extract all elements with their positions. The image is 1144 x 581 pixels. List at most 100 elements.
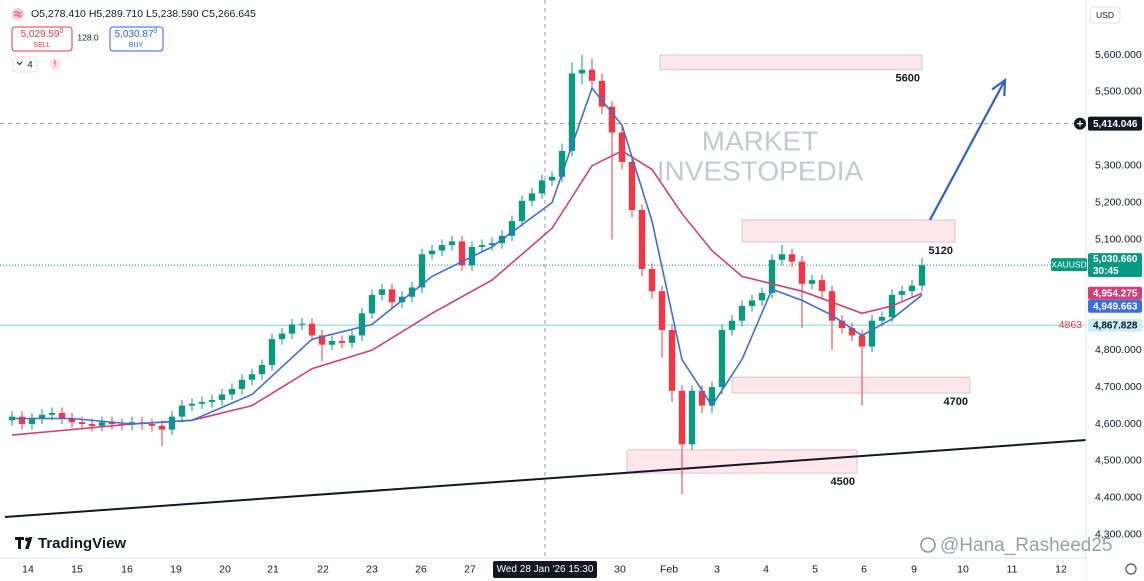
candle-body <box>88 424 96 426</box>
candle-body <box>838 320 846 329</box>
y-tick-label: 4,400.000 <box>1095 492 1142 504</box>
candle-body <box>358 313 366 336</box>
candle-body <box>258 364 266 375</box>
sell-price: 5,029.590 <box>21 28 64 40</box>
candle-body <box>608 106 616 133</box>
indicators-toggle[interactable] <box>12 56 38 73</box>
sell-button[interactable] <box>11 26 73 52</box>
candle-body <box>848 328 856 336</box>
price-tag <box>1088 116 1142 131</box>
x-tick-label: 5 <box>812 563 818 575</box>
buy-price: 5,030.870 <box>115 28 158 40</box>
watermark: INVESTOPEDIA <box>657 155 864 186</box>
candle-body <box>368 294 376 314</box>
x-tick-label: 12 <box>1055 563 1067 575</box>
zone <box>731 376 971 394</box>
alert-icon[interactable] <box>49 58 61 70</box>
y-tick-label: 5,500.000 <box>1095 86 1142 98</box>
brand-name: TradingView <box>38 535 126 552</box>
candle-body <box>228 388 236 395</box>
candle-body <box>588 69 596 81</box>
candle-body <box>18 416 26 425</box>
candle-body <box>738 305 746 321</box>
x-tick-label: 4 <box>763 563 769 575</box>
candle-body <box>28 418 36 425</box>
x-tick-label: 14 <box>22 563 34 575</box>
candle-body <box>298 323 306 325</box>
candle-body <box>318 335 326 345</box>
candle-body <box>568 73 576 151</box>
x-tick-label: 30 <box>614 563 626 575</box>
x-tick-label: 3 <box>714 563 720 575</box>
candle-body <box>918 265 926 286</box>
x-tick-label: 27 <box>464 563 476 575</box>
candle-body <box>48 412 56 415</box>
x-tick-label: 11 <box>1007 563 1018 575</box>
buy-price-sup: 0 <box>154 28 158 35</box>
candle-body <box>338 341 346 343</box>
x-tick-label: 20 <box>219 563 231 575</box>
x-tick-label: 26 <box>415 563 427 575</box>
candle-body <box>778 254 786 260</box>
candle-body <box>698 390 706 406</box>
price-tag-label: 5,030.660 <box>1093 254 1138 265</box>
buy-price-main: 5,030.87 <box>115 29 154 40</box>
x-tick-label: 9 <box>911 563 917 575</box>
zone-label: 5120 <box>929 245 953 257</box>
candle-body <box>708 387 716 406</box>
candle-body <box>378 289 386 295</box>
legend-header: O5,278.410 H5,289.710 L5,238.590 C5,266.… <box>11 8 256 73</box>
marks: 5600 5120 4700 4500 <box>4 54 1089 519</box>
buy-button[interactable] <box>109 26 164 52</box>
candle-body <box>628 162 636 210</box>
candle-body <box>78 422 86 425</box>
candle-body <box>238 379 246 389</box>
settings-icon[interactable] <box>1125 563 1137 575</box>
time-tag-label: Wed 28 Jan '26 15:30 <box>497 564 594 575</box>
symbol-tag-label: XAUUSD <box>1051 259 1086 269</box>
candle-body <box>768 259 776 294</box>
candle-body <box>718 329 726 388</box>
y-tick-label: 5,600.000 <box>1095 49 1142 61</box>
candle-body <box>148 424 156 426</box>
candle-body <box>758 293 766 301</box>
candle-body <box>748 300 756 306</box>
watermark: MARKET <box>702 125 819 156</box>
candle-body <box>638 209 646 270</box>
y-tick-label: 4,600.000 <box>1095 418 1142 430</box>
candle-body <box>878 317 886 321</box>
candle-body <box>248 374 256 380</box>
candle-body <box>528 193 536 201</box>
candle-body <box>598 80 606 107</box>
candle-body <box>818 280 826 292</box>
zone-label: 4500 <box>831 476 855 488</box>
candle-body <box>68 418 76 423</box>
symbol-icon <box>14 11 22 17</box>
x-tick-label: 16 <box>121 563 133 575</box>
x-tick-label: 23 <box>366 563 378 575</box>
x-tick-label: 15 <box>71 563 83 575</box>
candle-body <box>548 176 556 181</box>
y-tick-label: 5,300.000 <box>1095 159 1142 171</box>
candle-body <box>488 243 496 246</box>
credit: @Hana_Rasheed25 <box>940 535 1112 556</box>
trendline <box>4 438 1089 519</box>
moving-average <box>12 86 923 425</box>
y-tick-label: 4,300.000 <box>1095 529 1142 541</box>
brand-icon <box>25 537 29 542</box>
candle-body <box>38 414 46 419</box>
currency-button[interactable] <box>1089 6 1121 24</box>
time-tag <box>493 561 597 578</box>
price-tag-label: 4,949.663 <box>1093 301 1138 312</box>
candle-body <box>98 422 106 426</box>
y-tick-label: 4,800.000 <box>1095 344 1142 356</box>
currency: USD <box>1096 10 1114 20</box>
price-line-title: 4863 <box>1059 319 1083 331</box>
candle-body <box>178 405 186 417</box>
candle-body <box>508 221 516 236</box>
candle-body <box>208 400 216 402</box>
ohlc: O5,278.410 H5,289.710 L5,238.590 C5,266.… <box>31 8 256 20</box>
x-tick-label: 22 <box>317 563 329 575</box>
zone-label: 5600 <box>896 73 920 85</box>
